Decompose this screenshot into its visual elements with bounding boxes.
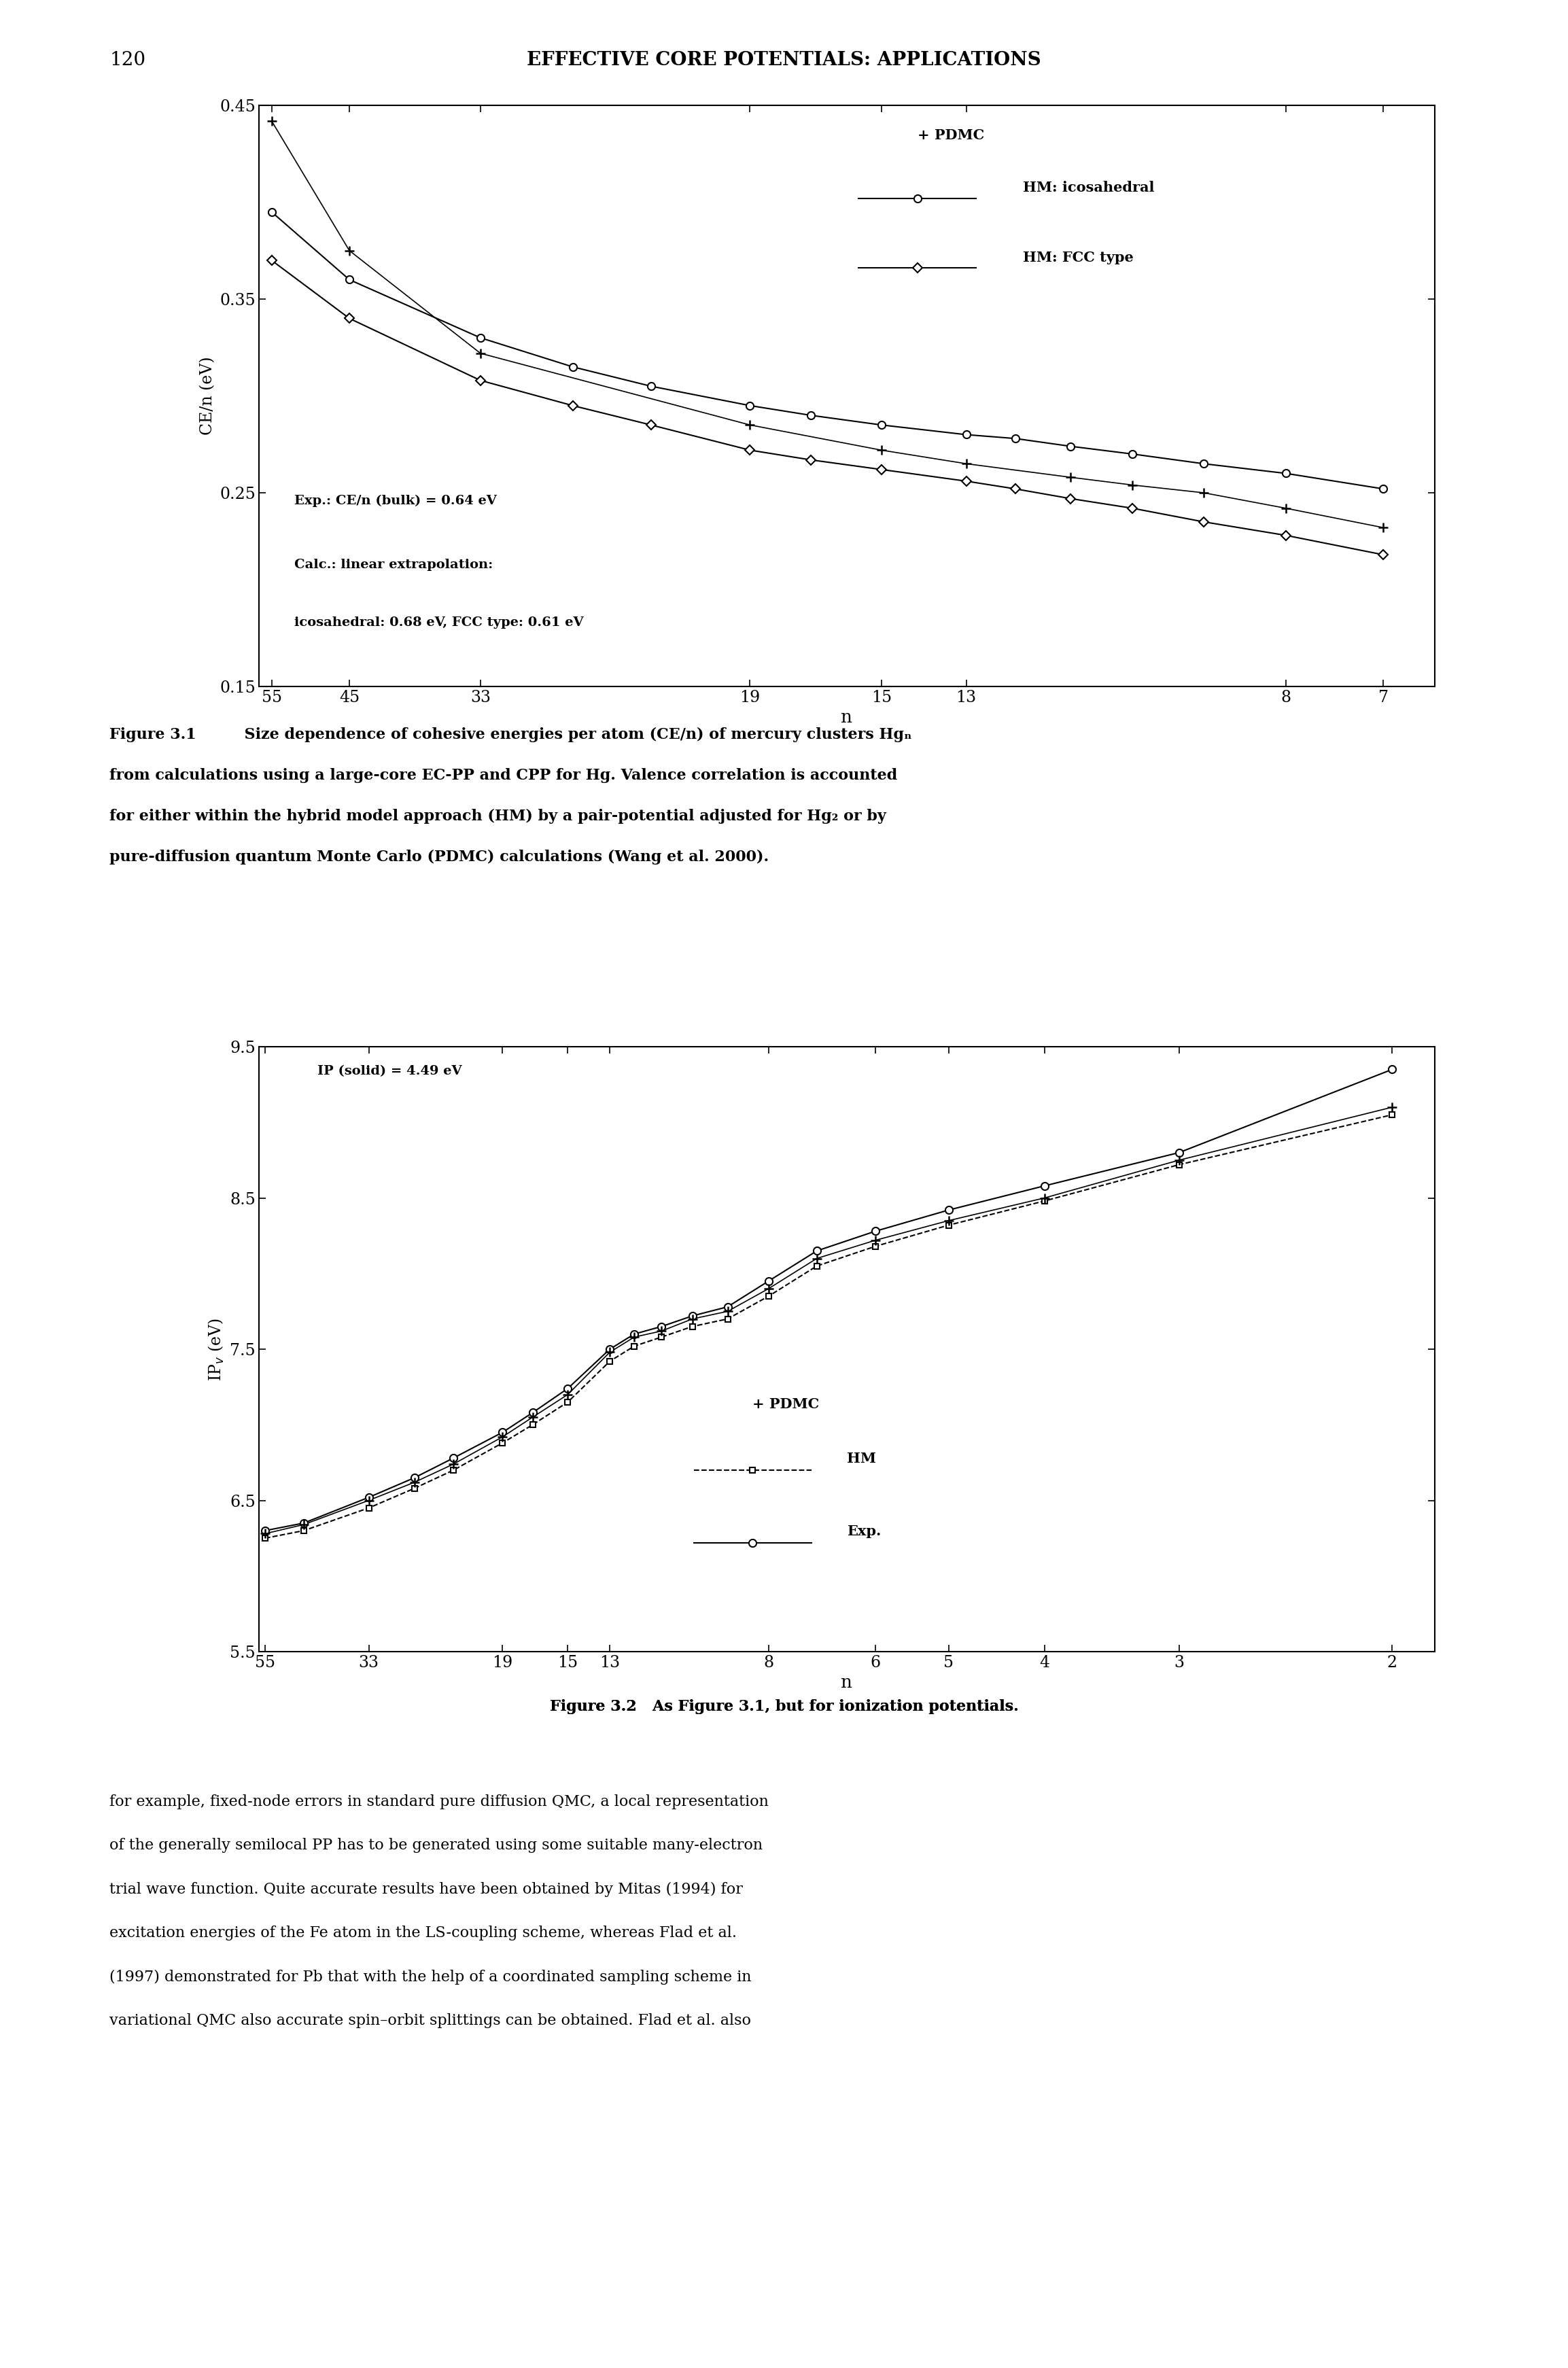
Text: variational QMC also accurate spin–orbit splittings can be obtained. Flad et al.: variational QMC also accurate spin–orbit… (110, 2013, 751, 2029)
Text: trial wave function. Quite accurate results have been obtained by Mitas (1994) f: trial wave function. Quite accurate resu… (110, 1883, 743, 1897)
Text: from calculations using a large-core EC-PP and CPP for Hg. Valence correlation i: from calculations using a large-core EC-… (110, 767, 897, 784)
Text: Size dependence of cohesive energies per atom (CE/n) of mercury clusters Hgₙ: Size dependence of cohesive energies per… (234, 727, 911, 741)
Text: HM: icosahedral: HM: icosahedral (1024, 180, 1154, 194)
Text: (1997) demonstrated for Pb that with the help of a coordinated sampling scheme i: (1997) demonstrated for Pb that with the… (110, 1970, 751, 1984)
Text: Calc.: linear extrapolation:: Calc.: linear extrapolation: (295, 559, 492, 571)
Text: HM: FCC type: HM: FCC type (1024, 251, 1134, 265)
Text: pure-diffusion quantum Monte Carlo (PDMC) calculations (Wang et al. 2000).: pure-diffusion quantum Monte Carlo (PDMC… (110, 850, 770, 864)
Text: Figure 3.2   As Figure 3.1, but for ionization potentials.: Figure 3.2 As Figure 3.1, but for ioniza… (550, 1700, 1018, 1714)
Text: Figure 3.2   As Figure 3.1, but for ionization potentials.: Figure 3.2 As Figure 3.1, but for ioniza… (550, 1700, 1018, 1714)
Text: + PDMC: + PDMC (753, 1397, 820, 1411)
Text: icosahedral: 0.68 eV, FCC type: 0.61 eV: icosahedral: 0.68 eV, FCC type: 0.61 eV (295, 616, 583, 630)
Text: Exp.: CE/n (bulk) = 0.64 eV: Exp.: CE/n (bulk) = 0.64 eV (295, 495, 497, 507)
Text: Figure 3.2: Figure 3.2 (740, 1700, 828, 1714)
X-axis label: n: n (840, 708, 853, 727)
Text: excitation energies of the Fe atom in the LS-coupling scheme, whereas Flad et al: excitation energies of the Fe atom in th… (110, 1925, 737, 1942)
Text: EFFECTIVE CORE POTENTIALS: APPLICATIONS: EFFECTIVE CORE POTENTIALS: APPLICATIONS (527, 52, 1041, 69)
X-axis label: n: n (840, 1674, 853, 1691)
Text: for example, fixed-node errors in standard pure diffusion QMC, a local represent: for example, fixed-node errors in standa… (110, 1795, 768, 1809)
Text: 120: 120 (110, 52, 146, 69)
Y-axis label: CE/n (eV): CE/n (eV) (201, 358, 216, 436)
Text: of the generally semilocal PP has to be generated using some suitable many-elect: of the generally semilocal PP has to be … (110, 1838, 764, 1854)
Text: Figure 3.1: Figure 3.1 (110, 727, 196, 741)
Y-axis label: IP$_v$ (eV): IP$_v$ (eV) (207, 1317, 226, 1381)
Text: + PDMC: + PDMC (917, 128, 985, 142)
Text: IP (solid) = 4.49 eV: IP (solid) = 4.49 eV (317, 1066, 463, 1077)
Text: for either within the hybrid model approach (HM) by a pair-potential adjusted fo: for either within the hybrid model appro… (110, 810, 886, 824)
Text: Exp.: Exp. (847, 1525, 881, 1539)
Text: HM: HM (847, 1452, 877, 1466)
